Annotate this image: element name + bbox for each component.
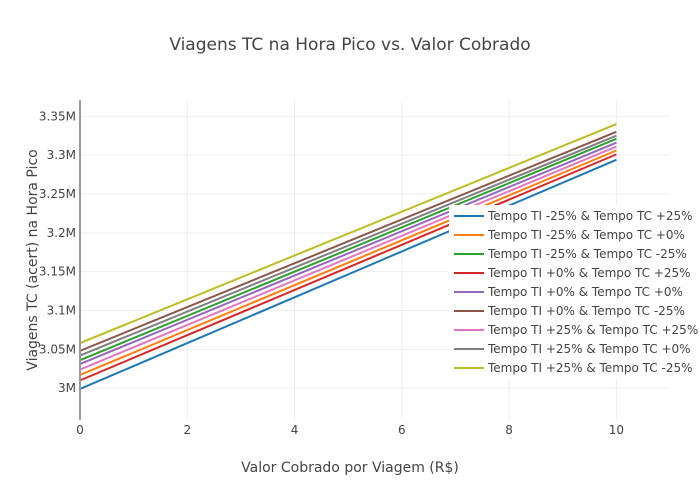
x-tick-label: 6 — [398, 423, 406, 437]
x-tick-label: 2 — [183, 423, 191, 437]
series-line — [79, 137, 617, 362]
legend-label: Tempo TI +25% & Tempo TC +0% — [487, 342, 691, 356]
series-line — [79, 141, 617, 366]
series-line — [79, 145, 617, 371]
legend: Tempo TI -25% & Tempo TC +25% Tempo TI -2… — [449, 205, 698, 379]
y-axis-label: Viagens TC (acert) na Hora Pico — [25, 149, 41, 370]
y-tick-label: 3.05M — [39, 342, 76, 356]
x-tick-label: 10 — [609, 423, 624, 437]
y-tick-label: 3.2M — [47, 226, 76, 240]
y-tick-label: 3.15M — [39, 265, 76, 279]
legend-label: Tempo TI -25% & Tempo TC +0% — [487, 228, 685, 242]
legend-label: Tempo TI +25% & Tempo TC +25% — [487, 323, 698, 337]
series-line — [79, 130, 617, 352]
y-tick-label: 3.3M — [47, 148, 76, 162]
series-line — [79, 134, 617, 357]
x-tick-label: 0 — [76, 423, 84, 437]
series-line — [79, 149, 617, 376]
y-tick-label: 3M — [58, 381, 76, 395]
legend-label: Tempo TI -25% & Tempo TC -25% — [487, 247, 687, 261]
legend-label: Tempo TI +0% & Tempo TC +0% — [487, 285, 683, 299]
y-tick-label: 3.35M — [39, 109, 76, 123]
x-axis-label: Valor Cobrado por Viagem (R$) — [241, 460, 459, 476]
legend-label: Tempo TI +0% & Tempo TC -25% — [487, 304, 685, 318]
y-tick-label: 3.25M — [39, 187, 76, 201]
y-tick-label: 3.1M — [47, 303, 76, 317]
legend-background — [449, 205, 681, 379]
series-line — [79, 158, 617, 390]
legend-label: Tempo TI -25% & Tempo TC +25% — [487, 209, 693, 223]
series-line — [79, 123, 617, 345]
legend-label: Tempo TI +0% & Tempo TC +25% — [487, 266, 691, 280]
x-tick-label: 4 — [291, 423, 299, 437]
series-line — [79, 153, 617, 382]
x-tick-label: 8 — [505, 423, 513, 437]
chart-title: Viagens TC na Hora Pico vs. Valor Cobrad… — [169, 35, 530, 55]
legend-label: Tempo TI +25% & Tempo TC -25% — [487, 361, 693, 375]
